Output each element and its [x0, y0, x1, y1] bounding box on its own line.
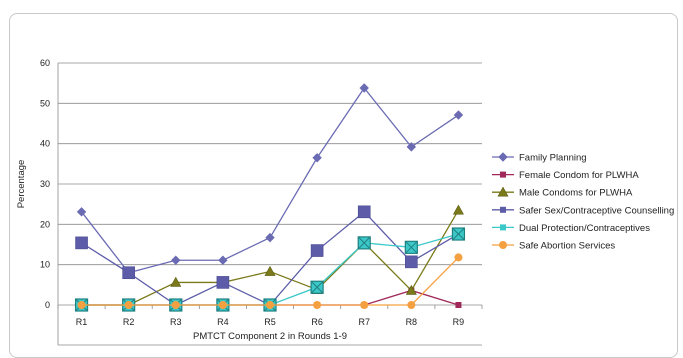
- series-line: [81, 86, 459, 274]
- data-point: [405, 284, 417, 295]
- legend-item: Safer Sex/Contraceptive Counselling: [492, 205, 674, 216]
- data-point: [216, 276, 230, 289]
- chart-frame: [9, 13, 678, 358]
- legend-label: Dual Protection/Contraceptives: [519, 223, 650, 234]
- legend-item: Safe Abortion Services: [492, 241, 615, 252]
- legend-marker: [500, 224, 506, 231]
- data-point: [452, 204, 464, 215]
- data-point: [265, 232, 275, 243]
- data-point: [360, 301, 369, 309]
- legend-label: Safe Abortion Services: [519, 241, 615, 252]
- axes: 0 10 20 30 40 50 60 R1 R2 R3 R4 R5 R6 R7 R8 R9: [40, 58, 483, 346]
- data-point: [264, 265, 276, 276]
- y-tick-label: 60: [40, 58, 50, 68]
- x-tick-label: R4: [217, 317, 229, 327]
- legend-item: Female Condom for PLWHA: [492, 170, 639, 181]
- data-point: [357, 205, 371, 219]
- x-tick-label: R7: [358, 317, 370, 327]
- data-point: [406, 142, 417, 152]
- y-tick-label: 0: [45, 300, 50, 310]
- y-tick-label: 20: [40, 219, 50, 229]
- x-tick-label: R3: [170, 317, 182, 327]
- data-point: [312, 153, 322, 163]
- data-point-x2: [452, 227, 465, 241]
- series-group: [74, 83, 466, 312]
- x-tick-label: R2: [123, 317, 135, 327]
- data-point: [310, 244, 324, 257]
- legend-item: Male Condoms for PLWHA: [492, 186, 633, 199]
- x-tick-label: R1: [76, 317, 88, 327]
- series-3: [75, 205, 465, 312]
- series-5: [77, 253, 463, 309]
- y-axis-title: Percentage: [16, 160, 27, 209]
- data-point-x2: [357, 236, 371, 250]
- series-0: [76, 83, 464, 278]
- x-tick-label: R6: [311, 317, 323, 327]
- y-tick-label: 10: [40, 260, 50, 270]
- data-point: [171, 255, 181, 265]
- data-point-x2: [404, 240, 418, 254]
- data-point: [170, 276, 182, 287]
- legend-marker: [498, 152, 508, 162]
- x-tick-label: R9: [453, 317, 465, 327]
- legend: Family Planning Female Condom for PLWHA Ma…: [492, 152, 674, 252]
- data-point: [454, 253, 463, 262]
- data-point: [75, 236, 88, 250]
- data-point: [124, 301, 133, 309]
- legend-label: Family Planning: [519, 153, 587, 164]
- legend-item: Family Planning: [492, 152, 587, 164]
- data-point: [77, 301, 86, 309]
- legend-marker: [499, 241, 507, 249]
- data-point: [405, 255, 418, 269]
- legend-label: Female Condom for PLWHA: [519, 170, 639, 181]
- data-point: [359, 83, 369, 93]
- x-tick-label: R8: [406, 317, 418, 327]
- data-point: [455, 302, 462, 308]
- data-point-x2: [310, 280, 324, 294]
- legend-label: Male Condoms for PLWHA: [519, 188, 633, 199]
- legend-marker: [500, 206, 506, 213]
- y-tick-label: 40: [40, 139, 50, 149]
- data-point: [122, 266, 135, 280]
- data-point: [266, 301, 274, 309]
- x-tick-label: R5: [264, 317, 276, 327]
- legend-label: Safer Sex/Contraceptive Counselling: [519, 205, 674, 216]
- legend-marker: [497, 186, 509, 197]
- data-point: [218, 255, 228, 265]
- legend-item: Dual Protection/Contraceptives: [492, 223, 650, 234]
- data-point: [218, 301, 227, 309]
- data-point: [313, 301, 322, 309]
- data-point: [453, 110, 464, 120]
- x-axis-title: PMTCT Component 2 in Rounds 1-9: [193, 331, 347, 342]
- y-tick-label: 30: [40, 179, 50, 189]
- legend-marker: [500, 171, 506, 178]
- series-line: [81, 210, 459, 306]
- data-point: [171, 301, 180, 309]
- data-point: [76, 207, 87, 217]
- data-point: [407, 301, 416, 309]
- y-tick-label: 50: [40, 98, 50, 108]
